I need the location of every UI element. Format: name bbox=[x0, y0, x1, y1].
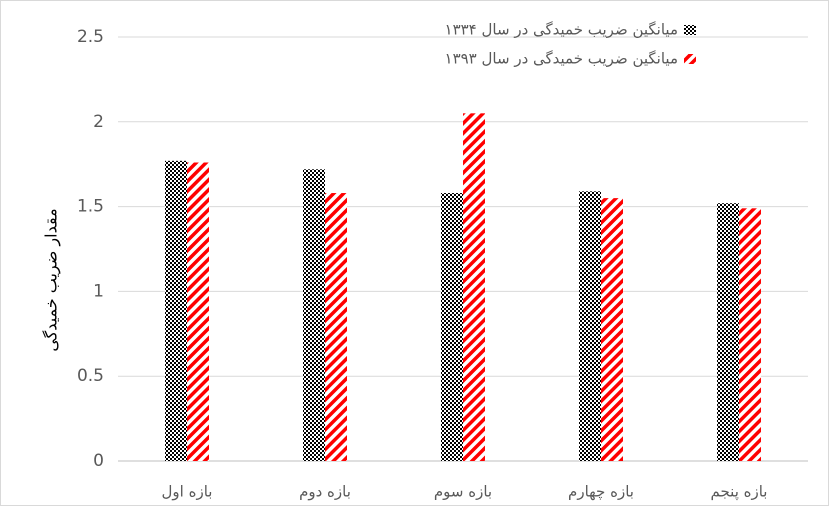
bar bbox=[325, 193, 347, 462]
y-tick-label: 2.5 bbox=[77, 27, 104, 47]
legend-swatch bbox=[684, 25, 696, 35]
x-tick-label: بازه سوم bbox=[434, 483, 492, 501]
x-tick-label: بازه پنجم bbox=[711, 483, 768, 502]
bar bbox=[717, 203, 739, 461]
x-tick-label: بازه چهارم bbox=[568, 483, 634, 501]
bar bbox=[463, 113, 485, 461]
y-tick-label: 0 bbox=[93, 451, 104, 471]
legend-label: میانگین ضریب خمیدگی در سال ۱۳۹۳ bbox=[445, 50, 678, 68]
bar bbox=[601, 198, 623, 461]
y-tick-label: 1 bbox=[93, 281, 104, 301]
legend-swatch bbox=[684, 54, 696, 64]
y-axis-title: مقدار ضریب خمیدگی bbox=[42, 208, 62, 351]
bar bbox=[579, 191, 601, 461]
bar bbox=[303, 169, 325, 461]
bar bbox=[165, 160, 187, 462]
bar bbox=[441, 193, 463, 462]
bar bbox=[739, 208, 761, 461]
y-tick-label: 2 bbox=[93, 112, 104, 132]
y-tick-label: 0.5 bbox=[77, 366, 104, 386]
x-tick-label: بازه اول bbox=[162, 483, 213, 501]
legend-label: میانگین ضریب خمیدگی در سال ۱۳۳۴ bbox=[445, 21, 678, 39]
x-tick-label: بازه دوم bbox=[299, 483, 351, 501]
bar bbox=[187, 162, 209, 461]
y-tick-label: 1.5 bbox=[77, 197, 104, 217]
